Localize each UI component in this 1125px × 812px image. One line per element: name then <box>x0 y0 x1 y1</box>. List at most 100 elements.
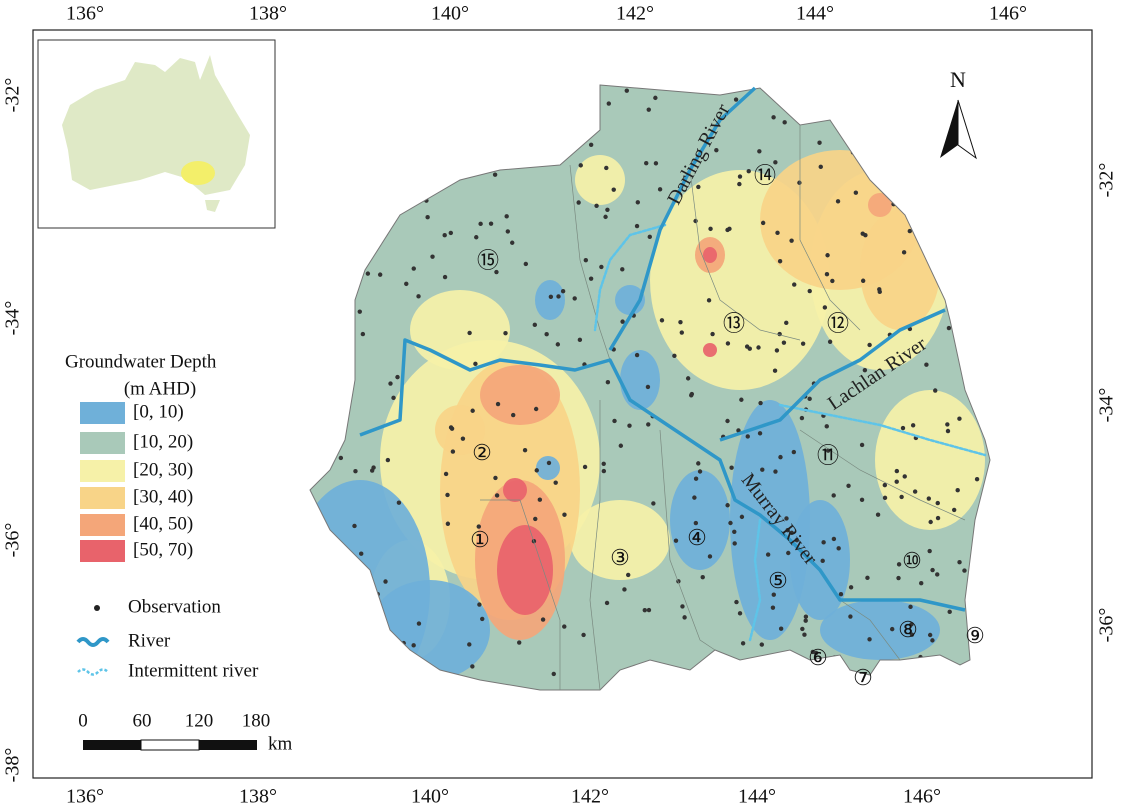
region-label: ⑧ <box>898 617 918 642</box>
observation-point <box>700 574 705 580</box>
observation-point <box>770 605 776 610</box>
observation-point <box>349 225 354 231</box>
intermittent-rivers <box>593 223 987 642</box>
observation-point <box>940 686 945 690</box>
region-label: ⑩ <box>902 548 922 573</box>
observation-point <box>478 221 483 227</box>
axis-label: 138° <box>249 3 287 25</box>
observation-point <box>430 254 435 259</box>
observation-point <box>582 464 588 470</box>
observation-point <box>848 614 853 619</box>
observation-point <box>807 396 812 402</box>
depth-surface <box>310 85 990 690</box>
observation-point <box>781 340 787 345</box>
observation-point <box>976 373 981 379</box>
observation-point <box>927 632 933 638</box>
observation-point <box>606 101 611 106</box>
observation-point <box>653 161 659 166</box>
legend-label: [20, 30) <box>133 459 193 480</box>
legend-unit: (m AHD) <box>124 378 196 399</box>
observation-point <box>425 215 430 220</box>
scale-bar <box>83 739 257 751</box>
depth-zone <box>480 365 560 425</box>
depth-zone <box>535 280 565 320</box>
observation-point <box>680 604 685 609</box>
observation-point <box>930 567 935 573</box>
observation-point <box>910 423 916 428</box>
depth-zone <box>868 193 892 217</box>
inset-tasmania <box>205 200 220 212</box>
observation-point <box>345 114 350 119</box>
region-label: ⑥ <box>808 645 828 670</box>
observation-point <box>777 259 783 264</box>
observation-point <box>365 93 370 98</box>
legend-swatch <box>80 487 125 509</box>
axis-label: -32° <box>1096 163 1118 198</box>
observation-point <box>821 540 826 545</box>
observation-point <box>692 495 697 500</box>
observation-point <box>623 678 628 684</box>
region-label: ⑬ <box>723 311 745 336</box>
observation-point <box>784 516 789 521</box>
observation-point <box>744 344 750 349</box>
observation-point <box>678 319 683 325</box>
observation-point <box>971 272 977 277</box>
observation-point <box>317 582 322 588</box>
observation-point <box>900 425 906 431</box>
observation-point <box>725 418 730 424</box>
observation-point <box>327 592 332 597</box>
observation-point <box>390 141 396 146</box>
observation-point <box>391 395 396 401</box>
observation-point <box>706 298 712 303</box>
observation-point <box>322 627 327 633</box>
observation-point <box>618 443 624 448</box>
observation-point <box>388 381 393 386</box>
observation-point <box>460 436 466 441</box>
observation-point <box>657 187 663 192</box>
observation-point <box>784 320 789 326</box>
observation-point <box>745 434 750 439</box>
observation-point <box>646 607 652 613</box>
rivers <box>359 86 966 612</box>
observation-point <box>771 115 776 120</box>
depth-zone <box>820 600 940 660</box>
observation-point <box>353 469 358 474</box>
observation-point <box>983 132 988 138</box>
observation-point <box>644 160 649 166</box>
observation-point <box>581 632 586 638</box>
observation-point <box>962 568 967 573</box>
observation-point <box>797 180 802 185</box>
observation-point <box>882 495 888 501</box>
depth-zone <box>435 405 485 455</box>
observation-point <box>810 649 815 655</box>
scale-label: 120 <box>185 710 214 731</box>
observation-point <box>899 494 904 500</box>
depth-zone <box>670 470 730 570</box>
observation-point <box>799 415 805 421</box>
observation-point <box>620 319 625 324</box>
observation-point <box>899 114 904 119</box>
observation-point <box>594 203 599 208</box>
observation-point <box>603 214 608 220</box>
observation-point <box>505 229 511 234</box>
observation-point <box>894 468 900 474</box>
observation-point <box>958 254 963 259</box>
observation-point <box>689 391 695 397</box>
observation-point <box>653 95 658 101</box>
legend-label: Intermittent river <box>128 660 259 681</box>
observation-point <box>352 523 357 529</box>
observation-point <box>646 422 651 427</box>
observation-point <box>947 609 952 615</box>
observation-point <box>634 223 640 229</box>
observation-point <box>874 100 879 105</box>
observation-point <box>577 337 583 343</box>
observation-point <box>474 235 479 240</box>
legend-swatch <box>80 432 125 454</box>
observation-point <box>442 274 448 280</box>
depth-zone <box>410 290 510 370</box>
observation-point <box>488 221 494 226</box>
observation-point <box>867 637 872 642</box>
region-label: ⑦ <box>853 665 873 690</box>
